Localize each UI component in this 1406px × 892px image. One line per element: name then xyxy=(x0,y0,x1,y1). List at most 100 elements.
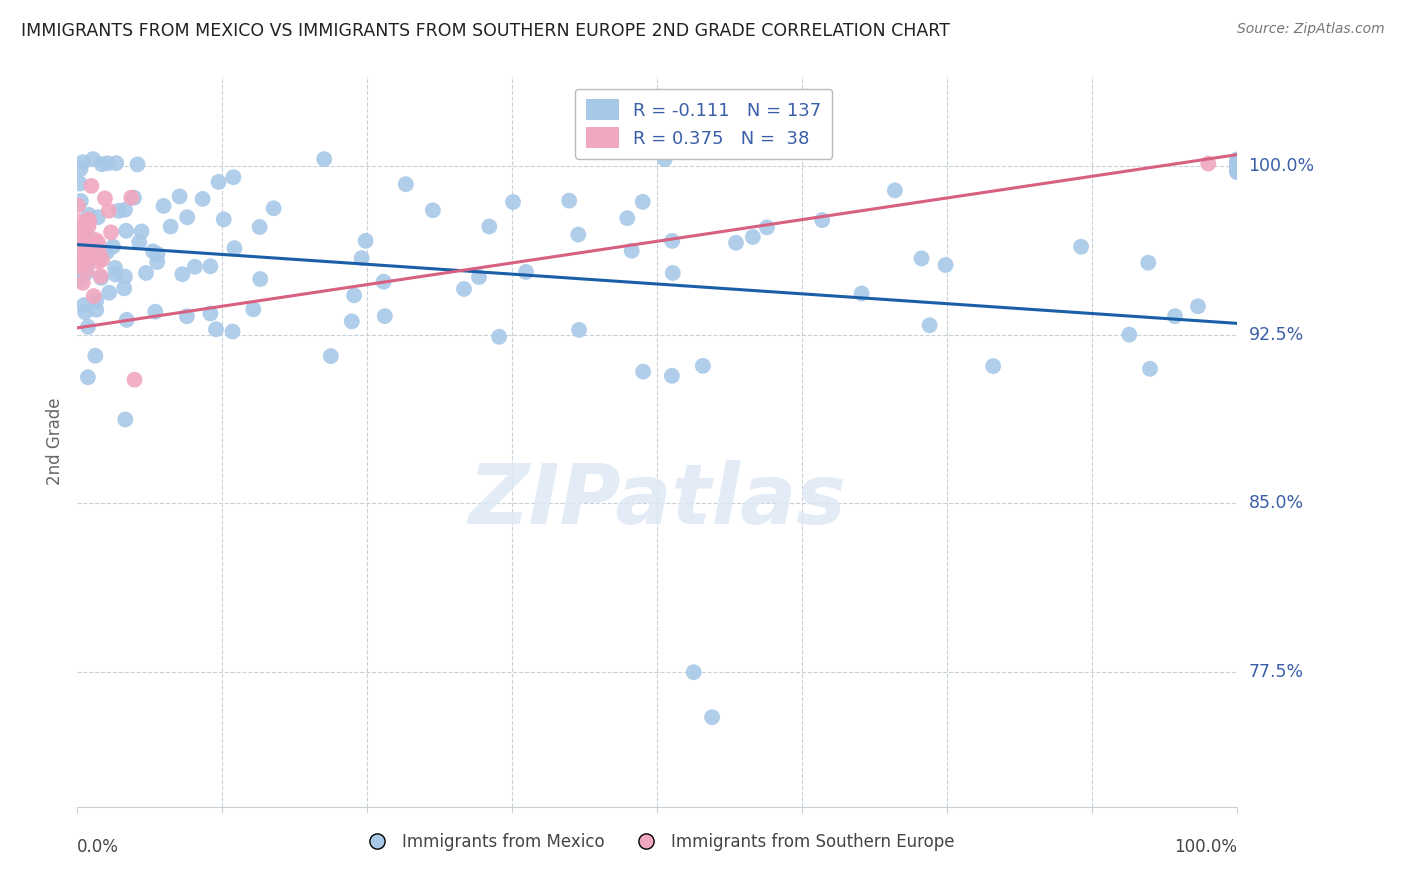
Point xyxy=(176,310,198,324)
Point xyxy=(478,219,501,234)
Point xyxy=(76,243,98,257)
Point xyxy=(91,252,114,267)
Point xyxy=(319,349,342,363)
Point xyxy=(981,359,1004,373)
Point xyxy=(200,260,222,274)
Text: 0.0%: 0.0% xyxy=(77,838,120,855)
Point xyxy=(661,368,683,383)
Point xyxy=(159,219,181,234)
Point xyxy=(69,162,91,177)
Point xyxy=(98,285,121,300)
Point xyxy=(1226,156,1249,170)
Point xyxy=(1226,159,1249,173)
Text: ZIPatlas: ZIPatlas xyxy=(468,459,846,541)
Point xyxy=(72,155,94,169)
Point xyxy=(107,203,129,218)
Point xyxy=(69,225,91,239)
Point xyxy=(1226,157,1249,171)
Point xyxy=(83,289,105,303)
Text: IMMIGRANTS FROM MEXICO VS IMMIGRANTS FROM SOUTHERN EUROPE 2ND GRADE CORRELATION : IMMIGRANTS FROM MEXICO VS IMMIGRANTS FRO… xyxy=(21,22,950,40)
Point xyxy=(75,259,97,273)
Text: 100.0%: 100.0% xyxy=(1174,838,1237,855)
Point xyxy=(67,229,90,244)
Point xyxy=(86,243,108,257)
Point xyxy=(176,211,198,225)
Point xyxy=(1226,158,1249,172)
Point xyxy=(146,247,169,261)
Point xyxy=(77,215,100,229)
Point xyxy=(101,239,124,253)
Point xyxy=(120,191,142,205)
Point xyxy=(69,251,91,265)
Point xyxy=(1226,155,1249,169)
Point xyxy=(67,273,90,287)
Point xyxy=(84,236,107,251)
Text: 85.0%: 85.0% xyxy=(1249,494,1303,512)
Point xyxy=(620,244,643,258)
Point xyxy=(67,267,90,281)
Point xyxy=(72,221,94,235)
Point xyxy=(115,224,138,238)
Point xyxy=(73,229,96,244)
Point xyxy=(692,359,714,373)
Point xyxy=(1226,162,1249,177)
Point xyxy=(373,275,395,289)
Point xyxy=(114,202,136,217)
Point xyxy=(84,302,107,317)
Point xyxy=(1226,165,1249,179)
Point xyxy=(87,235,110,250)
Point xyxy=(567,227,589,242)
Point xyxy=(682,665,704,680)
Point xyxy=(222,170,245,185)
Point xyxy=(221,325,243,339)
Point xyxy=(77,219,100,234)
Point xyxy=(70,265,93,279)
Point xyxy=(87,211,110,225)
Point xyxy=(67,234,90,248)
Point xyxy=(662,266,685,280)
Point xyxy=(97,156,120,170)
Point xyxy=(700,710,723,724)
Point xyxy=(910,252,932,266)
Point xyxy=(79,253,101,268)
Point xyxy=(184,260,207,274)
Point xyxy=(90,271,112,285)
Point xyxy=(1226,164,1249,178)
Point xyxy=(96,245,118,260)
Point xyxy=(90,157,112,171)
Point xyxy=(84,293,107,308)
Point xyxy=(169,189,191,203)
Point xyxy=(1226,161,1249,175)
Point xyxy=(146,255,169,269)
Point xyxy=(72,253,94,268)
Point xyxy=(104,268,127,282)
Point xyxy=(1226,158,1249,172)
Text: 77.5%: 77.5% xyxy=(1249,664,1303,681)
Point xyxy=(131,224,153,238)
Text: 100.0%: 100.0% xyxy=(1249,157,1315,175)
Point xyxy=(105,156,128,170)
Point xyxy=(143,304,166,318)
Point xyxy=(142,244,165,259)
Point xyxy=(1226,165,1249,179)
Point xyxy=(90,269,112,284)
Point xyxy=(755,220,778,235)
Point xyxy=(69,194,91,208)
Point xyxy=(724,235,747,250)
Point xyxy=(77,212,100,227)
Point xyxy=(224,241,246,255)
Point xyxy=(67,214,90,228)
Point xyxy=(558,194,581,208)
Point xyxy=(127,157,149,171)
Point xyxy=(811,213,834,227)
Point xyxy=(350,251,373,265)
Point xyxy=(97,203,120,218)
Point xyxy=(1226,158,1249,172)
Point xyxy=(1226,165,1249,179)
Point xyxy=(212,212,235,227)
Text: Source: ZipAtlas.com: Source: ZipAtlas.com xyxy=(1237,22,1385,37)
Point xyxy=(340,314,363,328)
Point xyxy=(66,199,89,213)
Point xyxy=(488,330,510,344)
Point xyxy=(66,244,89,258)
